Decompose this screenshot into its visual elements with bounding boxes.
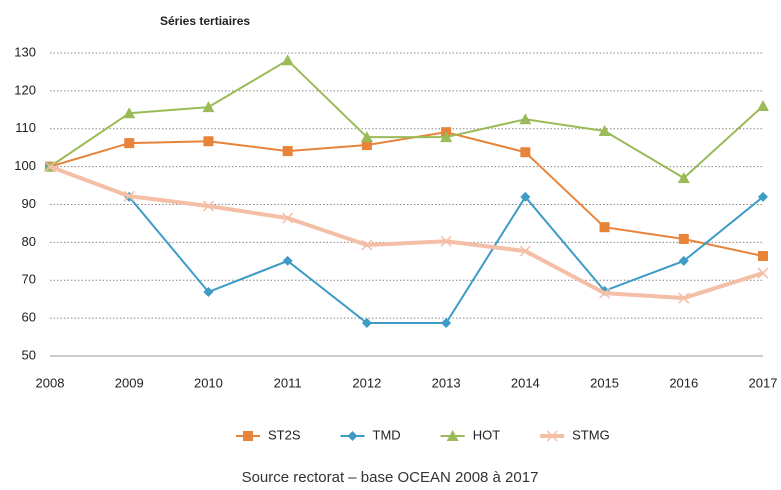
data-point xyxy=(202,101,215,113)
x-tick-label: 2013 xyxy=(432,375,461,390)
data-point xyxy=(440,131,453,143)
y-tick-label: 120 xyxy=(14,82,36,97)
data-point xyxy=(440,235,452,247)
data-point xyxy=(678,292,690,304)
series-line xyxy=(49,164,764,301)
data-point xyxy=(599,287,611,299)
data-point xyxy=(282,255,293,266)
y-tick-label: 90 xyxy=(22,196,36,211)
legend-label: TMD xyxy=(373,427,401,442)
source-note: Source rectorat – base OCEAN 2008 à 2017 xyxy=(242,469,539,486)
legend-marker xyxy=(546,430,558,442)
series-line xyxy=(49,165,764,325)
y-tick-label: 130 xyxy=(14,44,36,59)
y-tick-label: 50 xyxy=(22,347,36,362)
data-point xyxy=(678,233,689,244)
series-line xyxy=(49,58,764,180)
y-tick-label: 100 xyxy=(14,158,36,173)
legend-label: ST2S xyxy=(268,427,301,442)
x-tick-label: 2014 xyxy=(511,375,540,390)
data-point xyxy=(282,146,293,157)
legend-label: STMG xyxy=(572,427,610,442)
x-tick-label: 2011 xyxy=(274,375,302,390)
data-point xyxy=(441,318,452,329)
data-point xyxy=(599,222,610,233)
data-point xyxy=(281,54,294,66)
x-tick-label: 2010 xyxy=(194,375,223,390)
data-point xyxy=(520,191,531,202)
data-point xyxy=(282,212,294,224)
legend-label: HOT xyxy=(473,427,501,442)
y-tick-label: 80 xyxy=(22,234,36,249)
data-point xyxy=(361,239,373,251)
data-point xyxy=(203,136,214,147)
x-tick-label: 2017 xyxy=(749,375,778,390)
x-tick-label: 2012 xyxy=(352,375,381,390)
y-tick-label: 110 xyxy=(15,120,36,135)
data-point xyxy=(124,138,135,149)
data-point xyxy=(758,191,768,202)
y-tick-label: 60 xyxy=(22,310,36,325)
data-point xyxy=(757,100,769,112)
series-line xyxy=(49,131,764,257)
data-point xyxy=(757,267,769,279)
data-point xyxy=(758,251,768,262)
data-point xyxy=(123,190,135,202)
data-point xyxy=(678,255,689,266)
y-tick-label: 70 xyxy=(22,272,36,287)
data-point xyxy=(598,125,611,137)
x-tick-label: 2016 xyxy=(669,375,698,390)
data-point xyxy=(44,161,56,173)
legend-marker xyxy=(243,431,253,441)
data-point xyxy=(361,318,372,329)
data-point xyxy=(520,147,531,158)
legend-marker xyxy=(347,431,358,441)
data-point xyxy=(519,113,532,125)
data-point xyxy=(123,107,136,119)
data-point xyxy=(361,140,372,151)
legend-marker xyxy=(446,430,459,441)
x-tick-label: 2008 xyxy=(36,375,65,390)
chart-title: Séries tertiaires xyxy=(160,14,250,28)
x-tick-label: 2015 xyxy=(590,375,619,390)
data-point xyxy=(203,286,214,297)
x-tick-label: 2009 xyxy=(115,375,144,390)
data-point xyxy=(202,200,214,212)
data-point xyxy=(360,131,373,143)
data-point xyxy=(677,171,690,183)
data-point xyxy=(519,245,531,257)
